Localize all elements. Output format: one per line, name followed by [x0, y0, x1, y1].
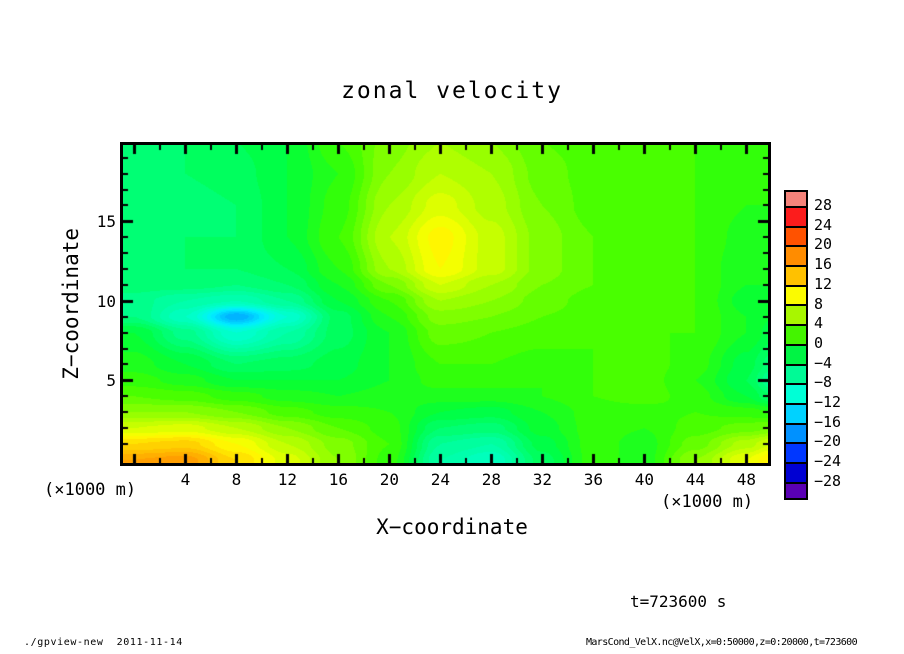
x-tick-label: 4 [180, 470, 191, 489]
colorbar-cell [786, 365, 806, 386]
colorbar-cell [786, 267, 806, 287]
plot-frame [120, 142, 771, 466]
time-annotation: t=723600 s [630, 592, 727, 611]
colorbar-cell [786, 227, 806, 248]
x-tick-label: 40 [634, 470, 654, 489]
colorbar-tick-label: −20 [814, 432, 842, 451]
x-tick-label: 8 [231, 470, 242, 489]
x-tick-label: 12 [277, 470, 298, 489]
x-tick-label: 32 [532, 470, 552, 489]
y-tick-label: 15 [96, 212, 116, 232]
colorbar-cell [786, 444, 806, 464]
plot-title: zonal velocity [341, 78, 563, 104]
colorbar-tick-label: 24 [814, 215, 833, 234]
x-tick-label: 44 [685, 470, 705, 489]
x-tick-label: 48 [736, 470, 756, 489]
x-tick-label: 36 [583, 470, 603, 489]
z-unit-label: (×1000 m) [44, 480, 137, 500]
x-tick-label: 16 [328, 470, 349, 489]
x-tick-label: 20 [379, 470, 400, 489]
footer-right-text: MarsCond_VelX.nc@VelX,x=0:50000,z=0:2000… [585, 637, 858, 648]
colorbar-cell [786, 385, 806, 405]
y-tick-label: 5 [106, 371, 116, 391]
colorbar-tick-label: −16 [814, 412, 842, 431]
colorbar-tick-label: −8 [814, 373, 833, 392]
colorbar-tick-label: 20 [814, 235, 833, 254]
y-tick-label: 10 [96, 291, 116, 311]
colorbar-cell [786, 286, 806, 307]
colorbar-tick-label: 0 [814, 333, 824, 352]
x-unit-label: (×1000 m) [661, 492, 754, 512]
field-canvas [123, 145, 768, 463]
colorbar-cell [786, 192, 806, 208]
colorbar-tick-label: 12 [814, 274, 833, 293]
colorbar-cell [786, 247, 806, 268]
x-axis-title: X−coordinate [376, 515, 528, 539]
colorbar-cell [786, 326, 806, 346]
x-tick-label: 28 [481, 470, 501, 489]
colorbar-tick-label: 16 [814, 255, 833, 274]
colorbar-cell [786, 404, 806, 425]
x-tick-label: 24 [430, 470, 451, 489]
colorbar-tick-label: −4 [814, 353, 833, 372]
colorbar-cell [786, 463, 806, 484]
colorbar-cell [786, 483, 806, 498]
colorbar-tick-label: 4 [814, 314, 824, 333]
footer-left-text: ./gpview-new 2011-11-14 [24, 637, 183, 648]
colorbar-cell [786, 208, 806, 228]
colorbar-tick-label: −12 [814, 393, 842, 411]
colorbar-tick-label: 28 [814, 196, 833, 214]
colorbar-cell [786, 306, 806, 327]
colorbar-cell [786, 345, 806, 366]
colorbar-tick-label: −24 [814, 452, 842, 471]
colorbar-cell [786, 424, 806, 445]
colorbar-tick-label: −28 [814, 471, 842, 490]
colorbar [784, 190, 808, 500]
colorbar-tick-label: 8 [814, 294, 824, 313]
